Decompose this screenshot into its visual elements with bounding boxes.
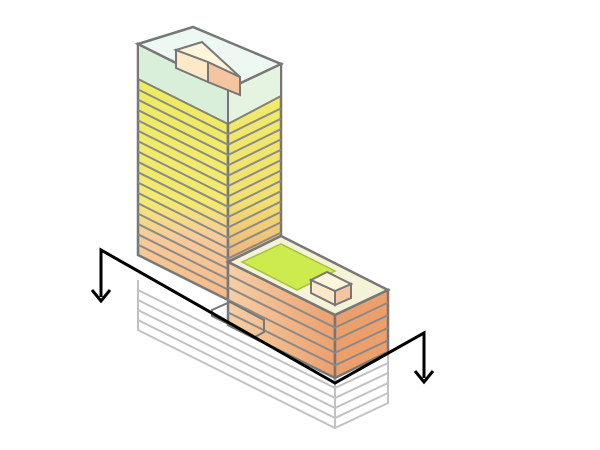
tower-floor-line xyxy=(137,160,282,208)
tower-floor-line xyxy=(137,119,282,167)
podium-floor-line xyxy=(227,273,389,329)
podium-green-roof xyxy=(240,243,337,291)
tower-floor-line xyxy=(137,191,282,239)
tower-floor-line xyxy=(137,109,282,157)
tower-floor-line xyxy=(137,202,282,250)
tower-floor-line xyxy=(137,181,282,229)
tower-floor-line xyxy=(137,129,282,177)
tower-floor-line xyxy=(137,171,282,219)
section-cut-line xyxy=(90,247,435,385)
podium-floor-line xyxy=(227,286,389,342)
tower-roof-box xyxy=(172,40,241,97)
tower-floor-line xyxy=(137,88,282,136)
section-arrow-right-icon xyxy=(413,370,435,385)
tower-floor-line xyxy=(137,140,282,188)
section-arrow-left-icon xyxy=(90,289,112,304)
podium-roof-box xyxy=(308,270,354,307)
tower-floor-line xyxy=(137,150,282,198)
tower-floor-line xyxy=(137,212,282,260)
podium-floor-line xyxy=(227,298,389,354)
tower-floor-line xyxy=(137,98,282,146)
underground-levels xyxy=(137,280,389,430)
